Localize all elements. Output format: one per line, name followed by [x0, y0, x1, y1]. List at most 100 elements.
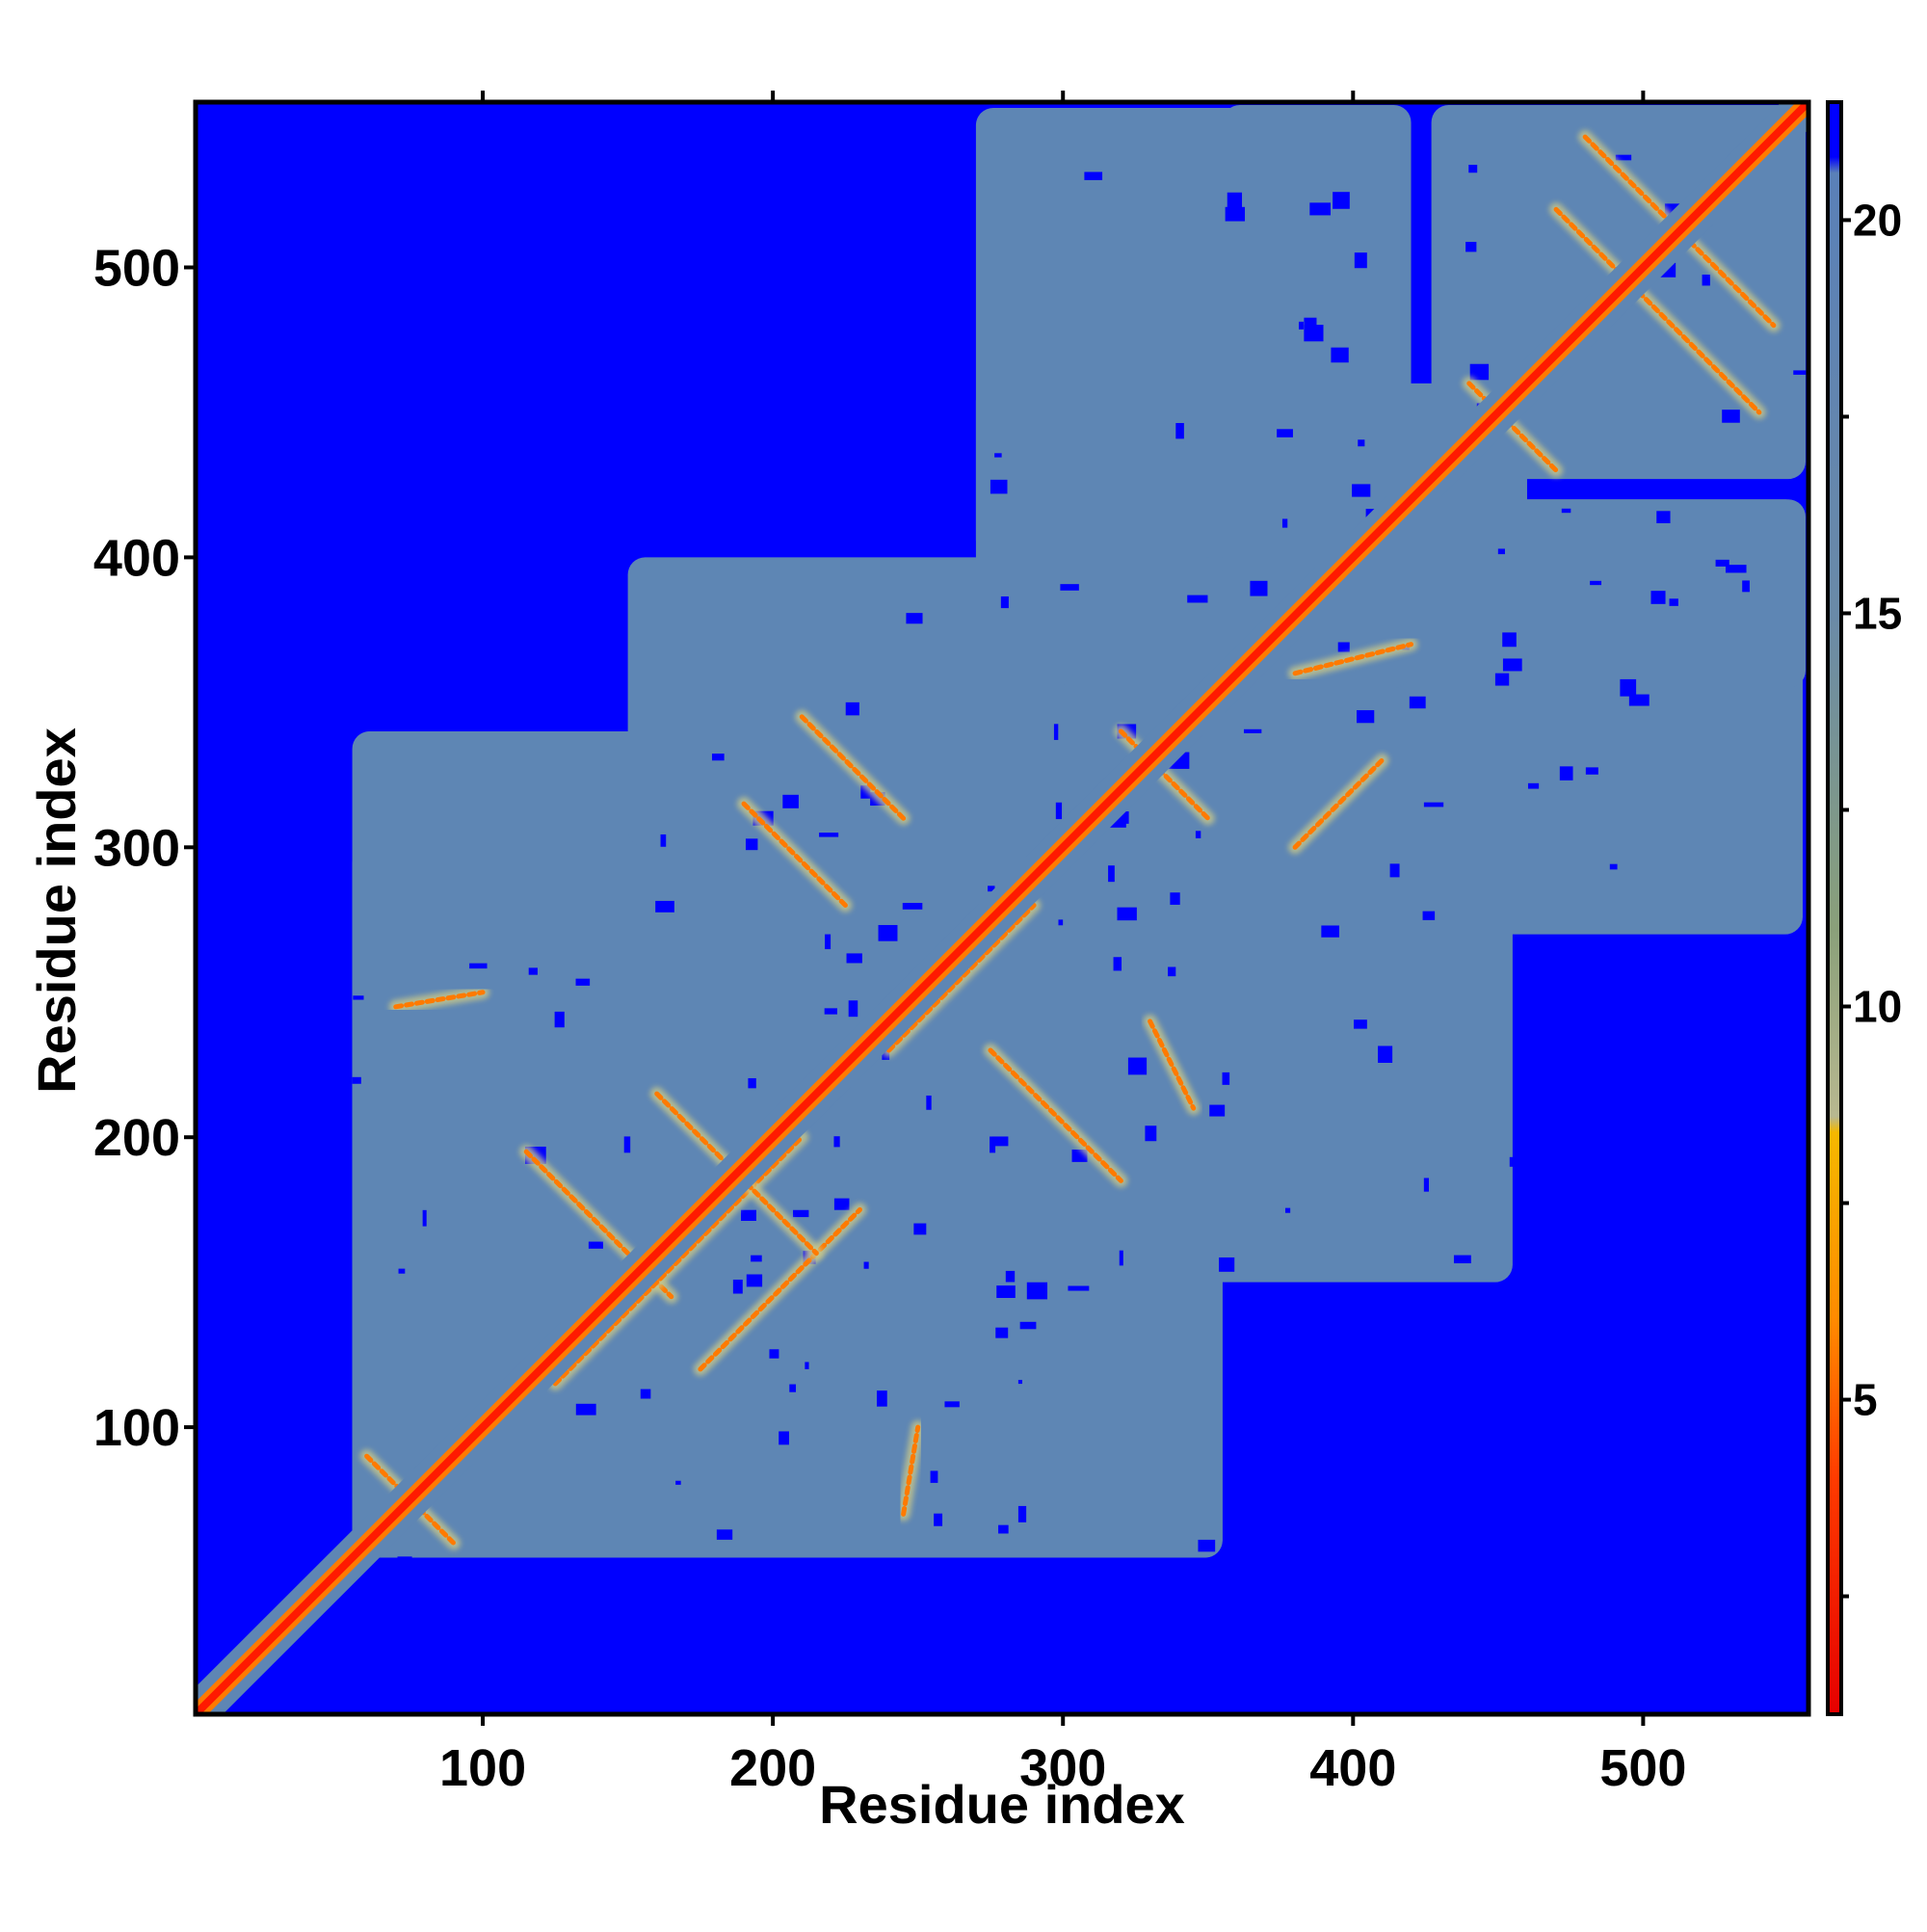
y-axis: 100 200 300 400 500 — [93, 240, 196, 1457]
contact-gap-10-4 — [1055, 802, 1063, 820]
contact-gap-14-10 — [1722, 410, 1740, 423]
contact-gap-6-3 — [1058, 919, 1064, 926]
colorbar-tick-label-15: 15 — [1853, 588, 1902, 638]
contact-gap-12-6 — [1277, 429, 1293, 437]
contact-line-6 — [799, 714, 907, 821]
contact-gap-16-5 — [1298, 321, 1304, 330]
y-tick-label-200: 200 — [93, 1109, 180, 1167]
contact-gap-15-4 — [1715, 559, 1729, 567]
contact-gap-1-5 — [716, 1529, 733, 1540]
contact-line-3 — [698, 1206, 862, 1372]
contact-gap-3-10 — [422, 1209, 427, 1227]
y-tick-label-100: 100 — [93, 1399, 180, 1457]
contact-gap-3-9 — [877, 1390, 887, 1407]
contact-gap-6-9 — [1108, 865, 1115, 883]
contact-gap-6-10 — [930, 1470, 938, 1483]
contact-gap-4-9 — [1168, 966, 1176, 977]
contact-gap-11-1 — [1378, 1045, 1393, 1063]
contact-gap-4-1 — [1053, 724, 1059, 740]
contact-gap-5-10 — [926, 1095, 932, 1110]
contact-gap-3-6 — [805, 1362, 809, 1369]
contact-gap-10-10 — [906, 613, 923, 624]
contact-line-14 — [1553, 206, 1762, 415]
contact-gap-7-9 — [1127, 1057, 1148, 1075]
contact-line-5 — [741, 801, 848, 908]
contact-gap-6-7 — [1219, 1257, 1235, 1272]
contact-gap-11-6 — [1222, 1072, 1230, 1085]
contact-gap-3-4 — [623, 1136, 631, 1153]
contact-gap-3-8 — [793, 1209, 809, 1218]
contact-line-18 — [901, 1424, 921, 1517]
contact-gap-16-2 — [1304, 317, 1317, 330]
contact-gap-15-5 — [1590, 580, 1602, 586]
contact-gap-1-9 — [789, 1384, 797, 1392]
contact-gap-15-1 — [1561, 508, 1571, 514]
contact-gap-1-6 — [833, 1136, 840, 1148]
contact-gap-3-5 — [878, 924, 898, 941]
contact-gap-13-9 — [1527, 782, 1540, 789]
contact-gap-4-8 — [1113, 957, 1122, 971]
contact-gap-1-10 — [575, 1403, 596, 1416]
contact-line-17 — [393, 990, 486, 1010]
contact-gap-12-3 — [1175, 423, 1184, 439]
colorbar: 5 10 15 20 — [1826, 100, 1902, 1716]
contact-gap-13-1 — [1742, 580, 1750, 593]
contact-gap-7-3 — [1017, 1380, 1022, 1385]
heatmap-plot-area — [196, 102, 1808, 1714]
contact-line-8 — [988, 1047, 1123, 1183]
contact-gap-2-5 — [640, 1389, 651, 1399]
contact-gap-16-3 — [1304, 325, 1324, 342]
contact-gap-9-4 — [1389, 863, 1400, 878]
contact-gap-4-4 — [782, 794, 799, 808]
contact-gap-8-10 — [353, 995, 364, 1000]
x-tick-label-100: 100 — [439, 1739, 526, 1797]
contact-gap-9-3 — [1321, 925, 1339, 938]
contact-gap-12-5 — [1333, 192, 1350, 209]
contact-gap-1-3 — [746, 1274, 763, 1287]
contact-gap-9-9 — [1423, 802, 1444, 807]
contact-gap-1-4 — [779, 1431, 789, 1445]
contact-gap-12-8 — [1331, 347, 1349, 363]
contact-gap-10-8 — [711, 754, 725, 761]
contact-gap-10-7 — [745, 838, 758, 851]
contact-line-2 — [552, 1134, 805, 1387]
contact-gap-13-3 — [1585, 767, 1598, 775]
contact-gap-8-9 — [848, 1000, 858, 1018]
contact-gap-10-3 — [1060, 584, 1079, 591]
x-tick-label-300: 300 — [1019, 1739, 1106, 1797]
contact-gap-9-2 — [1497, 548, 1505, 555]
contact-gap-13-7 — [1609, 863, 1618, 870]
contact-gap-13-5 — [1628, 694, 1650, 706]
contact-gap-10-5 — [1195, 831, 1201, 838]
contact-gap-2-2 — [751, 1255, 762, 1262]
contact-gap-15-3 — [1620, 678, 1637, 697]
contact-gap-15-6 — [1725, 565, 1747, 573]
colorbar-tick-label-20: 20 — [1853, 195, 1902, 245]
x-tick-label-500: 500 — [1599, 1739, 1686, 1797]
contact-gap-8-6 — [846, 953, 862, 964]
contact-gap-2-9 — [1019, 1321, 1037, 1330]
contact-gap-6-4 — [675, 1480, 681, 1485]
diagonal-line-1 — [196, 102, 1808, 1714]
contact-gap-12-4 — [1354, 252, 1367, 269]
y-tick-label-400: 400 — [93, 529, 180, 587]
contact-gap-16-6 — [1227, 198, 1234, 205]
contact-gap-3-7 — [397, 1556, 412, 1564]
contact-gap-7-2 — [1068, 1285, 1090, 1291]
contact-gap-2-10 — [769, 1349, 779, 1359]
contact-gap-3-3 — [944, 1401, 960, 1408]
y-axis-label: Residue index — [26, 728, 87, 1094]
contact-gap-14-9 — [1702, 274, 1710, 286]
contact-gap-1-2 — [732, 1279, 743, 1294]
contact-gap-14-7 — [1793, 370, 1808, 375]
contact-gap-11-3 — [1423, 1178, 1430, 1192]
colorbar-gradient — [1826, 100, 1843, 1716]
contact-gap-13-2 — [1559, 766, 1573, 781]
contact-gap-15-7 — [1656, 511, 1671, 524]
contact-gap-15-8 — [1337, 642, 1350, 652]
plot-frame — [193, 99, 1811, 1717]
contact-gap-10-9 — [660, 834, 667, 847]
contact-gap-4-2 — [845, 701, 859, 716]
contact-gap-13-4 — [1669, 598, 1678, 606]
